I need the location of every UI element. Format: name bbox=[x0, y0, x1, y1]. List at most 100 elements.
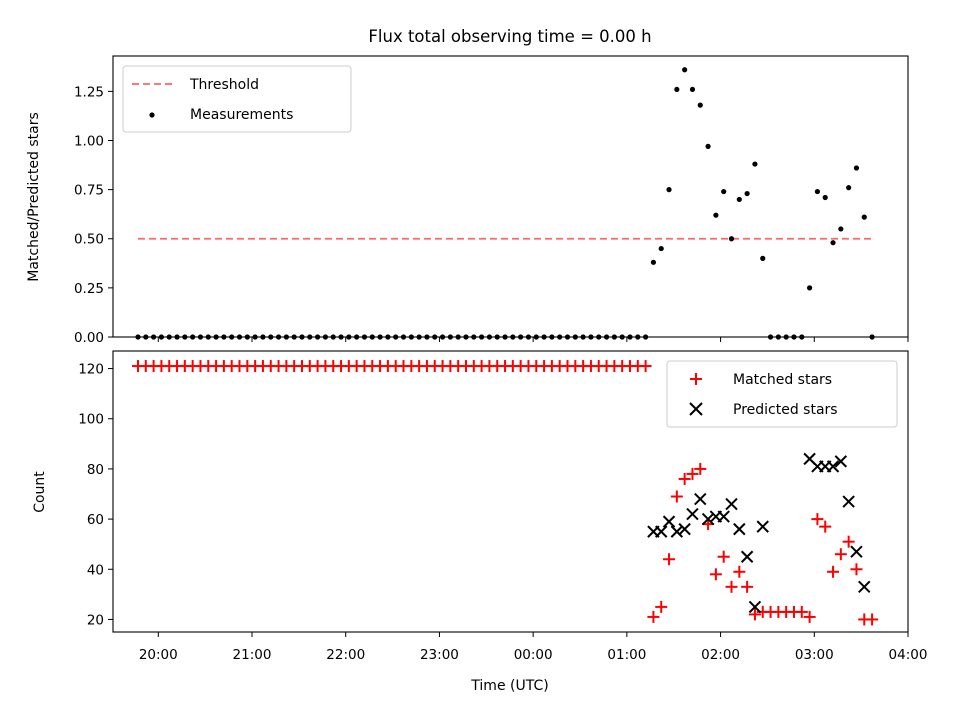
measurement-point bbox=[221, 334, 227, 340]
measurement-point bbox=[510, 334, 516, 340]
measurement-point bbox=[322, 334, 329, 340]
predicted-star-marker bbox=[662, 515, 676, 528]
measurement-point bbox=[564, 334, 571, 340]
matched-star-marker bbox=[639, 360, 652, 373]
matched-star-marker bbox=[686, 467, 699, 480]
measurement-point bbox=[471, 334, 477, 340]
count-y-tick-label: 100 bbox=[78, 412, 104, 428]
measurement-point bbox=[619, 334, 625, 340]
ratio-y-tick-label: 0.25 bbox=[74, 281, 104, 297]
matched-star-marker bbox=[827, 565, 840, 578]
count-legend: Matched stars Predicted stars bbox=[666, 360, 898, 428]
matched-star-marker bbox=[655, 600, 668, 613]
matched-star-marker bbox=[725, 580, 738, 593]
measurement-point bbox=[486, 334, 493, 340]
measurement-point bbox=[166, 334, 172, 340]
ratio-panel: 0.00 0.25 0.50 0.75 1.00 1.25 Matched/Predict… bbox=[26, 55, 909, 346]
predicted-star-marker bbox=[686, 507, 699, 521]
measurement-point bbox=[408, 334, 414, 340]
matched-star-marker bbox=[819, 520, 832, 533]
measurement-point bbox=[338, 334, 344, 340]
count-x-tick-label: 04:00 bbox=[889, 647, 928, 663]
legend-threshold-label: Threshold bbox=[189, 77, 259, 93]
measurement-point bbox=[767, 334, 774, 340]
measurement-point bbox=[479, 334, 485, 340]
predicted-star-marker bbox=[826, 460, 840, 473]
legend-measurements-swatch bbox=[149, 112, 155, 118]
predicted-star-marker bbox=[748, 600, 762, 614]
measurement-point bbox=[643, 334, 649, 340]
ratio-y-tick-label: 0.50 bbox=[74, 232, 104, 248]
count-panel: 20 40 60 80 100 120 20:00 21:00 22:00 23:00 00:00… bbox=[32, 350, 928, 694]
predicted-star-marker bbox=[858, 580, 871, 594]
count-panel-frame bbox=[112, 350, 909, 633]
count-y-tick-label: 20 bbox=[87, 612, 104, 628]
ratio-legend: Threshold Measurements bbox=[122, 65, 352, 133]
measurement-point bbox=[822, 194, 828, 201]
measurement-point bbox=[190, 334, 196, 340]
measurement-point bbox=[705, 143, 711, 149]
predicted-star-marker bbox=[740, 550, 754, 563]
measurement-point bbox=[502, 334, 508, 340]
measurement-point bbox=[580, 334, 586, 340]
measurement-point bbox=[385, 334, 391, 340]
count-x-tick-label: 20:00 bbox=[139, 647, 178, 663]
measurement-point bbox=[416, 334, 422, 340]
measurement-point bbox=[814, 188, 821, 195]
count-y-tick-label: 120 bbox=[78, 362, 104, 378]
matched-star-marker bbox=[678, 472, 691, 485]
matched-star-marker bbox=[850, 563, 863, 576]
measurement-point bbox=[346, 334, 352, 340]
measurement-point bbox=[525, 334, 532, 340]
predicted-star-marker bbox=[842, 495, 855, 508]
matched-star-marker bbox=[811, 513, 824, 526]
predicted-star-markers bbox=[647, 452, 871, 614]
matched-star-marker bbox=[741, 580, 754, 593]
measurement-point bbox=[447, 334, 453, 340]
predicted-star-marker bbox=[717, 510, 730, 523]
measurement-point bbox=[541, 334, 547, 340]
matched-star-marker bbox=[748, 608, 761, 621]
measurement-point bbox=[494, 334, 500, 340]
measurement-point bbox=[291, 334, 297, 340]
time-x-axis-label: Time (UTC) bbox=[470, 678, 548, 694]
measurement-point bbox=[455, 334, 461, 340]
predicted-star-marker bbox=[834, 455, 848, 468]
predicted-star-marker bbox=[670, 525, 684, 538]
measurement-point bbox=[229, 334, 235, 340]
measurement-point bbox=[697, 102, 703, 108]
matched-star-marker bbox=[803, 610, 816, 623]
measurement-point bbox=[518, 334, 524, 340]
measurement-point bbox=[158, 334, 165, 340]
predicted-star-marker bbox=[756, 520, 769, 533]
count-y-tick-label: 40 bbox=[87, 562, 104, 578]
measurement-point bbox=[799, 334, 805, 340]
measurement-point bbox=[838, 226, 844, 232]
count-x-tick-label: 02:00 bbox=[701, 647, 740, 663]
measurement-point bbox=[236, 334, 243, 340]
matched-star-marker bbox=[709, 568, 722, 581]
measurement-point bbox=[557, 334, 563, 340]
measurement-point bbox=[299, 334, 305, 340]
legend-predicted-swatch bbox=[689, 402, 703, 416]
measurement-point bbox=[869, 334, 875, 340]
measurement-point bbox=[588, 334, 594, 340]
legend-predicted-label: Predicted stars bbox=[733, 402, 838, 418]
measurement-point bbox=[853, 165, 860, 171]
measurement-point bbox=[572, 334, 578, 340]
matched-star-marker bbox=[717, 550, 730, 563]
measurement-point bbox=[713, 212, 719, 218]
measurement-point bbox=[783, 334, 789, 340]
measurement-points bbox=[135, 67, 875, 340]
ratio-y-tick-label: 1.00 bbox=[74, 133, 104, 149]
measurement-point bbox=[174, 334, 180, 340]
predicted-star-marker bbox=[678, 522, 691, 536]
count-y-ticks: 20 40 60 80 100 120 bbox=[78, 362, 113, 628]
predicted-star-marker bbox=[655, 525, 668, 538]
measurement-point bbox=[182, 334, 188, 340]
measurement-point bbox=[424, 334, 430, 340]
legend-matched-label: Matched stars bbox=[733, 372, 832, 388]
measurement-point bbox=[650, 259, 657, 265]
ratio-y-axis-label: Matched/Predicted stars bbox=[26, 112, 42, 282]
